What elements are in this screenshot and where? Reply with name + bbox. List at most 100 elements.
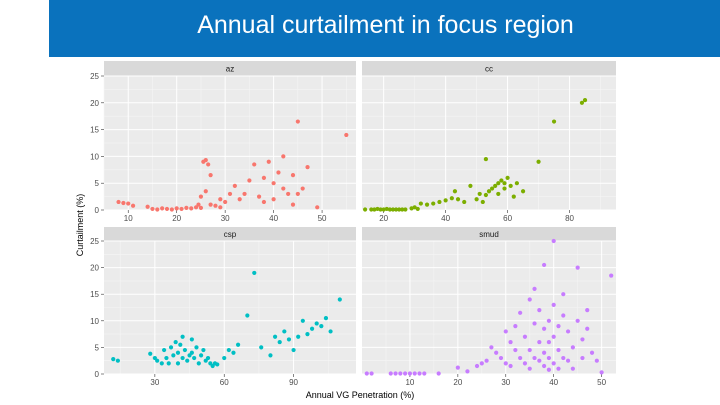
data-point-az (271, 197, 276, 202)
data-point-csp (148, 351, 153, 356)
data-point-az (281, 186, 286, 191)
y-tick-label: 10 (90, 317, 99, 326)
y-tick-label: 20 (90, 99, 99, 108)
data-point-cc (582, 98, 588, 103)
data-point-smud (527, 347, 532, 353)
data-point-cc (443, 198, 448, 203)
data-point-az (203, 158, 208, 163)
data-point-smud (518, 310, 523, 315)
x-tick-label: 80 (565, 214, 574, 223)
data-point-az (247, 178, 252, 183)
data-point-az (160, 206, 165, 211)
data-point-smud (489, 345, 494, 350)
data-point-smud (508, 339, 513, 345)
x-tick-label: 30 (501, 378, 510, 387)
data-point-csp (286, 337, 292, 342)
x-tick-label: 20 (172, 214, 181, 223)
data-point-cc (480, 199, 485, 205)
data-point-csp (168, 345, 174, 350)
data-point-cc (372, 207, 377, 212)
data-point-csp (115, 358, 120, 363)
data-point-cc (452, 189, 458, 194)
data-point-smud (542, 326, 547, 331)
facet-label-az: az (226, 65, 234, 74)
data-point-smud (494, 350, 499, 355)
data-point-cc (375, 206, 380, 212)
data-point-az (196, 202, 201, 207)
data-point-cc (502, 186, 507, 191)
data-point-smud (479, 361, 484, 366)
data-point-cc (493, 183, 498, 188)
data-point-az (261, 199, 267, 205)
data-point-csp (226, 347, 231, 353)
data-point-smud (422, 371, 427, 376)
data-point-az (315, 205, 320, 210)
data-point-smud (398, 371, 403, 376)
x-tick-label: 60 (503, 214, 512, 223)
data-point-smud (546, 339, 552, 345)
data-point-smud (570, 366, 575, 371)
x-tick-label: 40 (549, 378, 558, 387)
data-point-smud (484, 358, 489, 363)
data-point-cc (381, 207, 386, 212)
data-point-az (218, 197, 223, 202)
data-point-az (252, 162, 257, 167)
data-point-csp (231, 350, 236, 355)
x-tick-label: 30 (150, 378, 159, 387)
data-point-az (223, 199, 228, 205)
facet-strip-cc (362, 61, 616, 76)
x-tick-label: 50 (597, 378, 606, 387)
data-point-smud (585, 308, 590, 313)
data-point-smud (537, 358, 542, 363)
data-point-smud (556, 366, 561, 371)
facet-label-cc: cc (485, 65, 493, 74)
data-point-csp (166, 361, 171, 366)
data-point-smud (503, 361, 508, 366)
data-point-cc (403, 207, 408, 212)
data-point-smud (532, 321, 537, 326)
data-point-smud (388, 371, 393, 376)
data-point-csp (159, 361, 164, 366)
data-point-az (193, 205, 199, 210)
data-point-az (179, 206, 184, 212)
data-point-smud (508, 363, 513, 369)
data-point-az (295, 119, 300, 124)
data-point-cc (499, 178, 504, 183)
data-point-az (203, 189, 208, 194)
data-point-cc (536, 159, 541, 164)
data-point-smud (412, 371, 417, 376)
data-point-csp (222, 355, 227, 361)
data-point-cc (400, 207, 405, 212)
data-point-csp (328, 329, 333, 334)
data-point-cc (511, 194, 516, 199)
data-point-csp (189, 350, 194, 355)
data-point-az (281, 154, 286, 159)
data-point-csp (189, 337, 194, 342)
data-point-csp (111, 357, 116, 362)
data-point-cc (424, 202, 430, 207)
data-point-smud (532, 286, 537, 291)
data-point-smud (556, 347, 561, 353)
data-point-az (300, 186, 305, 191)
data-point-cc (483, 192, 489, 198)
data-point-cc (390, 207, 396, 212)
data-point-csp (178, 342, 183, 347)
data-point-csp (164, 355, 169, 361)
data-point-cc (520, 189, 526, 194)
data-point-csp (194, 345, 199, 350)
data-point-smud (546, 355, 552, 361)
data-point-az (290, 202, 296, 207)
data-point-cc (455, 197, 461, 202)
data-point-smud (575, 265, 580, 270)
data-point-smud (527, 366, 532, 371)
y-axis-title: Curtailment (%) (75, 194, 85, 257)
data-point-az (237, 197, 242, 202)
data-point-smud (403, 371, 408, 376)
y-tick-label: 0 (95, 370, 100, 379)
data-point-cc (502, 181, 507, 186)
data-point-cc (384, 206, 389, 212)
data-point-csp (155, 358, 160, 363)
x-axis-title: Annual VG Penetration (%) (306, 390, 415, 400)
data-point-az (130, 203, 136, 208)
